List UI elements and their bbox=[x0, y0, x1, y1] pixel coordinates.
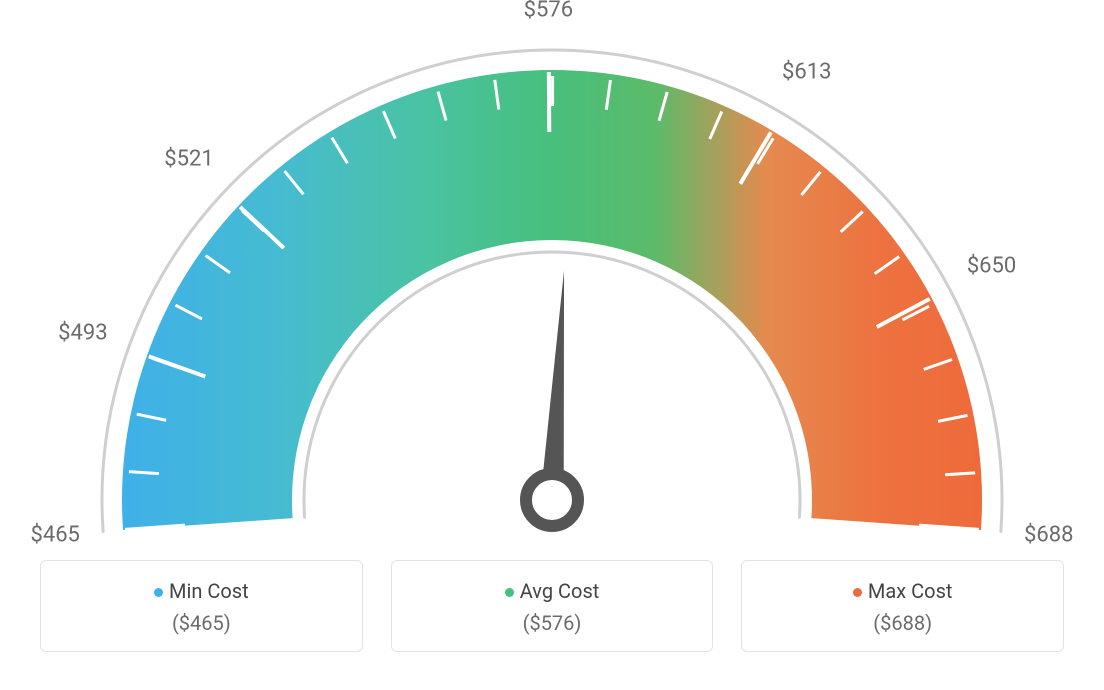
max-cost-card: Max Cost ($688) bbox=[741, 560, 1064, 652]
gauge-tick-label: $576 bbox=[524, 0, 573, 23]
summary-cards: Min Cost ($465) Avg Cost ($576) Max Cost… bbox=[0, 560, 1104, 682]
gauge-tick-label: $613 bbox=[782, 60, 831, 85]
gauge-tick-label: $521 bbox=[164, 147, 213, 172]
min-cost-title: Min Cost bbox=[51, 579, 352, 603]
gauge-area: $465 $493 $521 $576 $613 $650 $688 bbox=[0, 0, 1104, 560]
min-cost-value: ($465) bbox=[51, 611, 352, 635]
gauge-tick-label: $688 bbox=[1024, 522, 1073, 547]
min-cost-card: Min Cost ($465) bbox=[40, 560, 363, 652]
avg-cost-title: Avg Cost bbox=[402, 579, 703, 603]
chart-container: $465 $493 $521 $576 $613 $650 $688 Min Cost ($… bbox=[0, 0, 1104, 690]
min-cost-title-text: Min Cost bbox=[169, 579, 249, 603]
max-cost-value: ($688) bbox=[752, 611, 1053, 635]
max-cost-title-text: Max Cost bbox=[868, 579, 953, 603]
gauge-tick-label: $465 bbox=[30, 522, 79, 547]
gauge-tick-label: $493 bbox=[58, 320, 107, 345]
avg-cost-title-text: Avg Cost bbox=[520, 579, 600, 603]
avg-cost-card: Avg Cost ($576) bbox=[391, 560, 714, 652]
gauge-tick-label: $650 bbox=[967, 253, 1016, 278]
min-cost-dot bbox=[154, 588, 163, 597]
avg-cost-dot bbox=[505, 588, 514, 597]
avg-cost-value: ($576) bbox=[402, 611, 703, 635]
max-cost-title: Max Cost bbox=[752, 579, 1053, 603]
max-cost-dot bbox=[853, 588, 862, 597]
gauge-svg bbox=[0, 0, 1104, 560]
